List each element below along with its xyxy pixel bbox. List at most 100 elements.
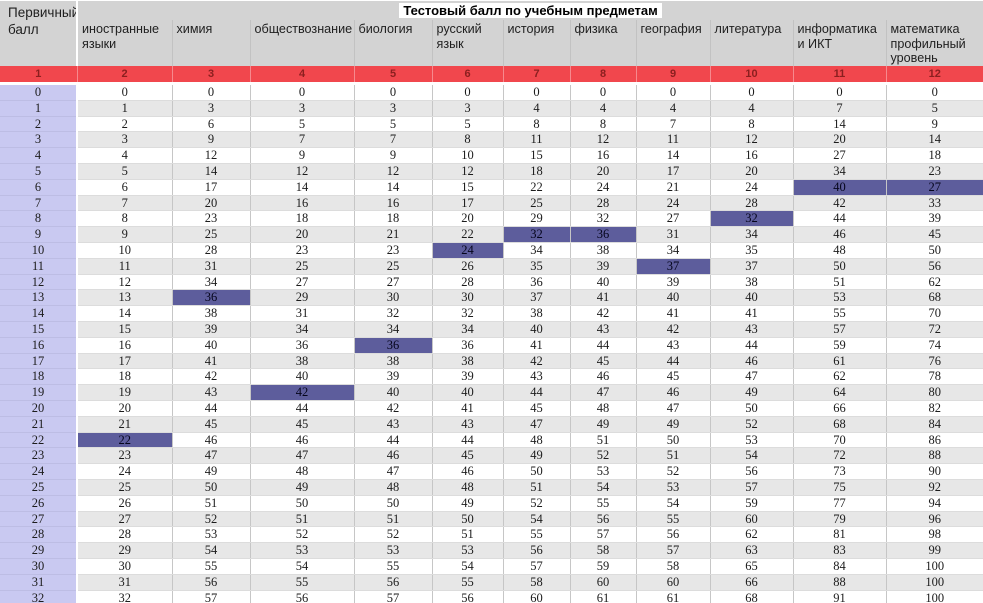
score-cell: 12	[710, 131, 794, 149]
score-cell: 0	[250, 83, 355, 101]
table-row: 13 13 36 29 30 30 37 41 40 40 53 68	[0, 289, 983, 307]
primary-score-cell: 16	[0, 337, 78, 354]
score-cell: 39	[432, 368, 504, 386]
table-row: 8 8 23 18 18 20 29 32 27 32 44 39	[0, 210, 983, 228]
score-cell: 41	[172, 353, 251, 370]
score-cell: 49	[636, 416, 711, 433]
score-cell: 42	[503, 353, 571, 370]
score-cell: 53	[636, 479, 711, 496]
column-index-cell: 1	[0, 66, 78, 85]
score-cell: 55	[570, 495, 637, 512]
primary-score-cell: 2	[0, 116, 78, 133]
primary-score-cell: 32	[0, 590, 78, 603]
score-cell: 79	[793, 511, 887, 528]
score-cell: 36	[432, 337, 504, 354]
table-row: 5 5 14 12 12 12 18 20 17 20 34 23	[0, 163, 983, 180]
score-cell: 23	[77, 447, 173, 465]
score-cell: 38	[503, 305, 571, 322]
score-cell: 48	[503, 432, 571, 449]
score-cell: 0	[172, 83, 251, 101]
score-cell: 39	[354, 368, 433, 386]
table-row: 24 24 49 48 47 46 50 53 52 56 73 90	[0, 463, 983, 480]
score-cell: 44	[710, 337, 794, 354]
score-cell: 20	[172, 195, 251, 212]
score-cell: 42	[570, 305, 637, 322]
score-cell: 25	[77, 479, 173, 496]
table-row: 26 26 51 50 50 49 52 55 54 59 77 94	[0, 495, 983, 512]
score-cell: 12	[250, 163, 355, 180]
score-cell: 53	[710, 432, 794, 449]
score-cell: 40	[710, 289, 794, 307]
score-cell: 34	[172, 274, 251, 291]
score-cell: 27	[793, 147, 887, 164]
score-cell: 41	[636, 305, 711, 322]
score-cell: 57	[503, 558, 571, 575]
score-cell: 2	[77, 116, 173, 133]
score-cell: 19	[77, 384, 173, 401]
score-cell: 16	[570, 147, 637, 164]
score-cell: 34	[503, 242, 571, 259]
score-cell: 37	[710, 258, 794, 275]
score-cell: 11	[636, 131, 711, 149]
score-cell: 8	[432, 131, 504, 149]
table-row: 15 15 39 34 34 34 40 43 42 43 57 72	[0, 321, 983, 338]
score-cell: 59	[710, 495, 794, 512]
score-cell: 63	[710, 542, 794, 559]
score-cell: 100	[886, 590, 983, 603]
column-index-row: 1 2 3 4 5 6 7 8 9 10 11 12	[0, 66, 983, 85]
score-cell: 34	[793, 163, 887, 180]
score-cell: 51	[503, 479, 571, 496]
score-cell: 68	[710, 590, 794, 603]
score-cell: 38	[570, 242, 637, 259]
column-index-cell: 12	[886, 66, 983, 85]
score-cell: 56	[354, 574, 433, 591]
score-cell: 40	[570, 274, 637, 291]
score-cell: 65	[710, 558, 794, 575]
score-cell: 17	[636, 163, 711, 180]
score-cell: 48	[432, 479, 504, 496]
score-cell: 34	[432, 321, 504, 338]
score-cell: 49	[250, 479, 355, 496]
score-cell: 45	[172, 416, 251, 433]
score-cell: 9	[886, 116, 983, 133]
score-cell: 13	[77, 289, 173, 307]
score-cell: 34	[250, 321, 355, 338]
column-header: математика профильный уровень	[886, 20, 983, 66]
score-cell: 100	[886, 574, 983, 591]
score-cell: 73	[793, 463, 887, 480]
score-cell: 32	[570, 210, 637, 228]
score-cell: 74	[886, 337, 983, 354]
column-header: обществознание	[250, 20, 355, 66]
score-cell: 50	[172, 479, 251, 496]
table-row: 19 19 43 42 40 40 44 47 46 49 64 80	[0, 384, 983, 401]
score-cell: 0	[77, 83, 173, 101]
score-cell: 34	[354, 321, 433, 338]
table-row: 25 25 50 49 48 48 51 54 53 57 75 92	[0, 479, 983, 496]
table-row: 22 22 46 46 44 44 48 51 50 53 70 86	[0, 432, 983, 449]
score-cell: 61	[636, 590, 711, 603]
primary-score-cell: 4	[0, 147, 78, 164]
score-cell: 39	[570, 258, 637, 275]
score-cell: 27	[250, 274, 355, 291]
score-cell: 12	[77, 274, 173, 291]
score-cell: 84	[793, 558, 887, 575]
score-cell: 43	[710, 321, 794, 338]
primary-score-cell: 27	[0, 511, 78, 528]
score-cell: 57	[793, 321, 887, 338]
score-cell: 29	[503, 210, 571, 228]
score-cell: 7	[793, 100, 887, 117]
score-cell: 88	[793, 574, 887, 591]
score-cell: 8	[77, 210, 173, 228]
score-cell: 18	[503, 163, 571, 180]
score-cell: 84	[886, 416, 983, 433]
primary-score-cell: 3	[0, 131, 78, 149]
score-cell: 54	[636, 495, 711, 512]
highlighted-threshold-cell: 32	[710, 210, 794, 228]
score-cell: 36	[503, 274, 571, 291]
score-cell: 18	[77, 368, 173, 386]
score-cell: 75	[793, 479, 887, 496]
score-cell: 49	[503, 447, 571, 465]
score-cell: 86	[886, 432, 983, 449]
score-cell: 28	[77, 526, 173, 544]
score-cell: 50	[793, 258, 887, 275]
